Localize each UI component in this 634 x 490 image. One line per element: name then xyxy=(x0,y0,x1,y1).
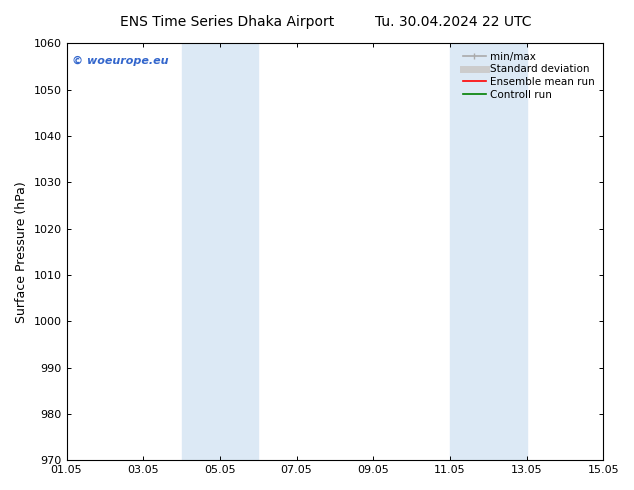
Bar xyxy=(181,44,258,460)
Bar xyxy=(450,44,526,460)
Text: © woeurope.eu: © woeurope.eu xyxy=(72,56,169,66)
Legend: min/max, Standard deviation, Ensemble mean run, Controll run: min/max, Standard deviation, Ensemble me… xyxy=(460,49,598,103)
Text: Tu. 30.04.2024 22 UTC: Tu. 30.04.2024 22 UTC xyxy=(375,15,531,29)
Y-axis label: Surface Pressure (hPa): Surface Pressure (hPa) xyxy=(15,181,28,323)
Text: ENS Time Series Dhaka Airport: ENS Time Series Dhaka Airport xyxy=(120,15,335,29)
